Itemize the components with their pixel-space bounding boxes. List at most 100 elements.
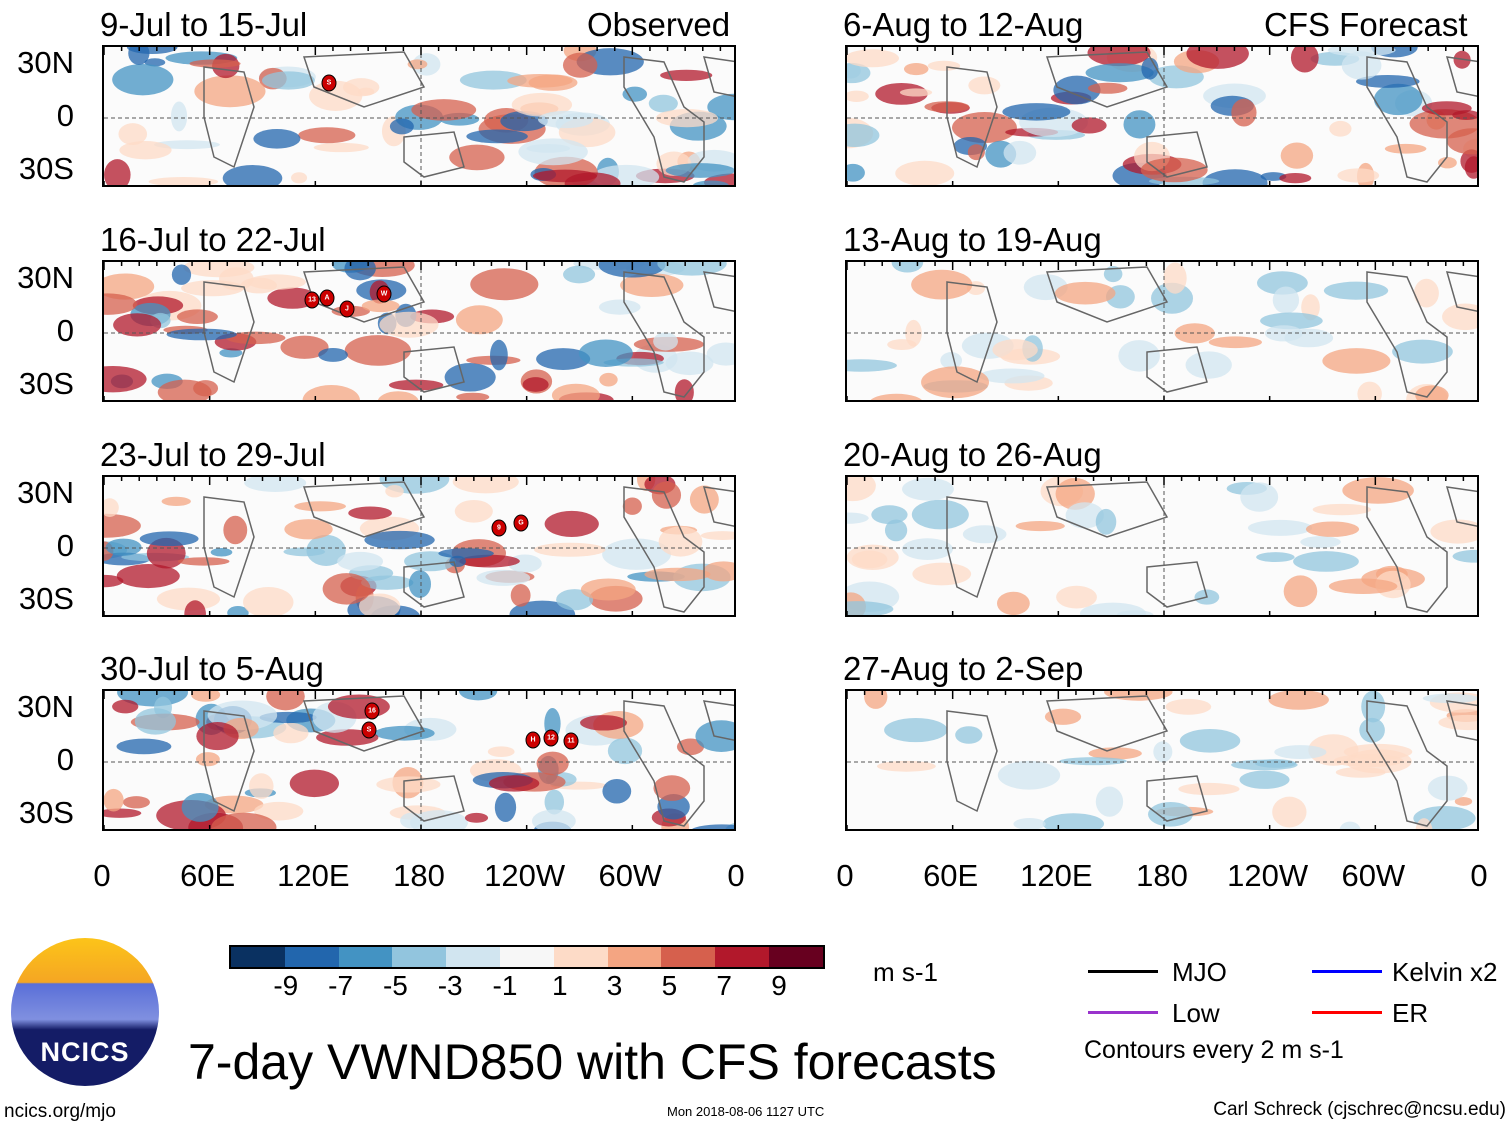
lon-label: 0 (727, 858, 745, 893)
anomaly-blob (1430, 519, 1477, 544)
anomaly-blob (911, 499, 969, 530)
colorbar-swatch (392, 947, 447, 967)
anomaly-blob (997, 760, 1061, 790)
contour-note: Contours every 2 m s-1 (1084, 1036, 1344, 1064)
anomaly-blob (1454, 796, 1473, 806)
anomaly-blob (104, 365, 147, 393)
map-panel (845, 45, 1479, 187)
anomaly-blob (361, 299, 400, 313)
map-panel (845, 689, 1479, 831)
tropical-cyclone-icon: 16 (364, 702, 380, 720)
anomaly-blob (1333, 754, 1404, 768)
anomaly-blob (644, 567, 711, 582)
anomaly-map (847, 262, 1477, 400)
map-panel (845, 475, 1479, 617)
anomaly-blob (847, 544, 899, 570)
anomaly-blob (374, 725, 435, 741)
anomaly-blob (1178, 782, 1240, 796)
anomaly-blob (1174, 323, 1215, 344)
anomaly-blob (1003, 140, 1037, 165)
anomaly-blob (1279, 173, 1312, 184)
anomaly-blob (357, 87, 375, 96)
anomaly-blob (1103, 265, 1123, 283)
anomaly-blob (1231, 98, 1257, 127)
lat-label: 30S (18, 581, 74, 616)
anomaly-blob (377, 391, 419, 400)
anomaly-blob (1013, 818, 1046, 829)
anomaly-blob (177, 557, 230, 566)
anomaly-blob (306, 534, 346, 566)
lat-label: 30S (18, 366, 74, 401)
anomaly-blob (181, 792, 219, 822)
anomaly-blob (348, 506, 393, 520)
anomaly-blob (1328, 578, 1398, 594)
anomaly-blob (455, 305, 503, 335)
lat-label: 30N (17, 475, 74, 510)
anomaly-blob (104, 788, 124, 812)
anomaly-blob (322, 573, 371, 605)
anomaly-blob (389, 118, 414, 135)
panel-title: 20-Aug to 26-Aug (843, 436, 1102, 473)
logo-text: NCICS (40, 1037, 130, 1067)
anomaly-blob (170, 101, 188, 132)
anomaly-blob (459, 691, 498, 701)
anomaly-blob (1202, 169, 1268, 185)
anomaly-blob (1059, 757, 1127, 766)
footer-url[interactable]: ncics.org/mjo (4, 1101, 116, 1122)
anomaly-blob (564, 172, 621, 185)
anomaly-blob (1272, 286, 1300, 314)
anomaly-blob (134, 708, 176, 735)
mjo-legend-label: MJO (1172, 957, 1227, 987)
anomaly-blob (116, 738, 172, 755)
anomaly-blob (240, 277, 277, 294)
anomaly-blob (385, 485, 404, 498)
lon-label: 120W (484, 858, 566, 893)
anomaly-blob (1095, 508, 1117, 535)
anomaly-blob (318, 347, 348, 362)
anomaly-blob (622, 86, 648, 102)
colorbar-swatch (499, 947, 554, 967)
colorbar-label: 7 (716, 970, 732, 1001)
anomaly-blob (1071, 117, 1107, 134)
lat-label: 0 (56, 528, 74, 563)
anomaly-blob (1185, 351, 1232, 379)
lat-label: 30S (18, 795, 74, 830)
anomaly-blob (1140, 157, 1208, 183)
anomaly-blob (291, 172, 308, 184)
anomaly-blob (689, 485, 719, 514)
anomaly-blob (379, 311, 439, 338)
anomaly-blob (189, 59, 241, 68)
colorbar-swatch (768, 947, 823, 967)
anomaly-blob (1163, 262, 1187, 294)
anomaly-blob (884, 717, 948, 743)
anomaly-blob (1293, 551, 1359, 572)
anomaly-blob (1147, 801, 1193, 827)
anomaly-blob (578, 339, 633, 367)
lon-label: 120W (1227, 858, 1309, 893)
anomaly-blob (1268, 691, 1329, 710)
low-legend-line (1088, 1011, 1158, 1014)
continent-outline (946, 481, 1477, 613)
tropical-cyclone-icon: W (376, 285, 392, 303)
anomaly-blob (536, 751, 569, 776)
anomaly-blob (531, 809, 576, 829)
anomaly-blob (911, 269, 973, 300)
anomaly-blob (622, 497, 642, 515)
anomaly-blob (358, 593, 401, 615)
anomaly-blob (871, 505, 908, 525)
anomaly-blob (602, 538, 671, 570)
anomaly-blob (104, 293, 137, 315)
anomaly-blob (1186, 47, 1249, 69)
anomaly-blob (968, 76, 1001, 95)
lon-label: 60E (180, 858, 236, 893)
anomaly-map (104, 47, 734, 185)
anomaly-blob (1280, 142, 1314, 169)
anomaly-blob (1002, 103, 1071, 121)
anomaly-blob (1305, 521, 1360, 537)
anomaly-blob (171, 264, 192, 285)
colorbar-swatch (284, 947, 339, 967)
anomaly-blob (112, 699, 139, 714)
panel-title: 23-Jul to 29-Jul (100, 436, 326, 473)
anomaly-blob (444, 363, 496, 392)
tropical-cyclone-icon: S (321, 74, 337, 92)
